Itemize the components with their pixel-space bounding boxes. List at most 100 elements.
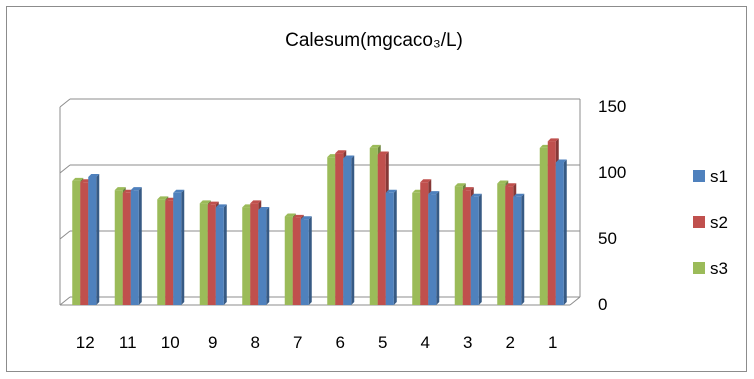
chart-title: Calesum(mgcaco₃/L)	[285, 30, 463, 51]
bar-s2-5	[377, 154, 386, 305]
bar-top-s2-1	[547, 138, 559, 142]
x-tick-label-1: 1	[548, 333, 557, 352]
bar-s1-6	[343, 158, 352, 305]
bar-side-s1-6	[351, 155, 355, 305]
gridline-side-150	[59, 98, 71, 108]
bar-side-s1-4	[436, 191, 440, 305]
bar-s2-6	[335, 153, 344, 305]
bar-s3-7	[284, 216, 293, 305]
bar-top-s3-12	[72, 177, 84, 181]
bar-top-s3-10	[157, 196, 169, 200]
bar-s2-4	[420, 182, 429, 305]
bar-top-s1-9	[215, 204, 227, 208]
bar-s1-3	[470, 196, 479, 305]
bar-top-s3-9	[199, 200, 211, 204]
bar-side-s1-3	[478, 193, 482, 305]
bar-top-s1-2	[513, 193, 525, 197]
bar-top-s1-11	[130, 187, 142, 191]
y-tick-label-0: 0	[598, 295, 607, 314]
bar-side-s1-5	[393, 189, 397, 305]
bar-s1-5	[385, 192, 394, 305]
bar-s3-8	[242, 207, 251, 305]
x-tick-label-5: 5	[378, 333, 387, 352]
x-tick-label-4: 4	[421, 333, 430, 352]
bar-s3-6	[327, 157, 336, 305]
bar-s3-4	[412, 192, 421, 305]
bar-s1-7	[300, 219, 309, 305]
bar-s2-11	[122, 192, 131, 305]
bar-side-s1-2	[521, 193, 525, 305]
y-tick-label-150: 150	[598, 97, 626, 116]
x-tick-label-10: 10	[161, 333, 180, 352]
bar-top-s2-2	[505, 183, 517, 187]
x-tick-label-12: 12	[76, 333, 95, 352]
bar-s1-1	[555, 162, 564, 305]
bar-top-s3-7	[284, 213, 296, 217]
x-tick-label-11: 11	[119, 333, 137, 352]
y-tick-label-50: 50	[598, 229, 617, 248]
bar-top-s1-6	[343, 155, 355, 159]
bar-top-s2-6	[335, 150, 347, 154]
gridline-side-50	[59, 230, 71, 240]
bar-s1-12	[88, 176, 97, 305]
bar-top-s1-1	[555, 159, 567, 163]
x-tick-label-8: 8	[251, 333, 260, 352]
bar-top-s1-4	[428, 191, 440, 195]
bar-s3-3	[454, 186, 463, 305]
bar-s2-10	[165, 200, 174, 305]
y-tick-label-100: 100	[598, 163, 626, 182]
bar-top-s1-5	[385, 189, 397, 193]
bar-s1-9	[215, 207, 224, 305]
legend-label-s1: s1	[710, 167, 728, 186]
bar-side-s1-1	[563, 159, 567, 305]
bar-s2-2	[505, 186, 514, 305]
bar-top-s1-10	[173, 189, 185, 193]
bar-top-s3-11	[114, 187, 126, 191]
bar-s1-11	[130, 190, 139, 305]
bar-top-s2-9	[207, 201, 219, 205]
bar-s3-1	[539, 147, 548, 305]
bar-side-s1-8	[266, 206, 270, 305]
bar-s1-2	[513, 196, 522, 305]
x-tick-label-6: 6	[336, 333, 345, 352]
bar-s3-10	[157, 199, 166, 305]
bar-side-s1-7	[308, 216, 312, 305]
bar-s3-5	[369, 147, 378, 305]
bar-top-s2-7	[292, 214, 304, 218]
bar-s3-12	[72, 180, 81, 305]
floor-right-edge	[569, 296, 581, 306]
bar-top-s2-5	[377, 151, 389, 155]
bar-top-s2-3	[462, 187, 474, 191]
bar-s2-12	[80, 182, 89, 305]
bar-s2-8	[250, 203, 259, 305]
legend-swatch-s1	[693, 170, 705, 182]
x-tick-label-7: 7	[293, 333, 302, 352]
bar-s1-10	[173, 192, 182, 305]
legend-swatch-s2	[693, 216, 705, 228]
bar-s3-2	[497, 183, 506, 305]
bar-s2-1	[547, 141, 556, 305]
bar-top-s1-7	[300, 216, 312, 220]
bar-s3-11	[114, 190, 123, 305]
x-tick-label-2: 2	[506, 333, 515, 352]
x-tick-label-3: 3	[463, 333, 472, 352]
bar-s1-8	[258, 209, 267, 305]
bar-top-s3-2	[497, 180, 509, 184]
bar-top-s3-5	[369, 144, 381, 148]
legend-label-s3: s3	[710, 259, 728, 278]
bar-top-s2-4	[420, 179, 432, 183]
bar-s1-4	[428, 194, 437, 305]
legend-label-s2: s2	[710, 213, 728, 232]
bar-s3-9	[199, 203, 208, 305]
bar-side-s1-11	[138, 187, 142, 305]
bar-top-s3-3	[454, 183, 466, 187]
bar-top-s2-8	[250, 200, 262, 204]
bar-top-s1-12	[88, 173, 100, 177]
bar-side-s1-12	[96, 173, 100, 305]
x-tick-label-9: 9	[208, 333, 217, 352]
bar-s2-9	[207, 204, 216, 305]
gridline-side-0	[59, 296, 71, 306]
bar-side-s1-10	[181, 189, 185, 305]
bar-s2-3	[462, 190, 471, 305]
